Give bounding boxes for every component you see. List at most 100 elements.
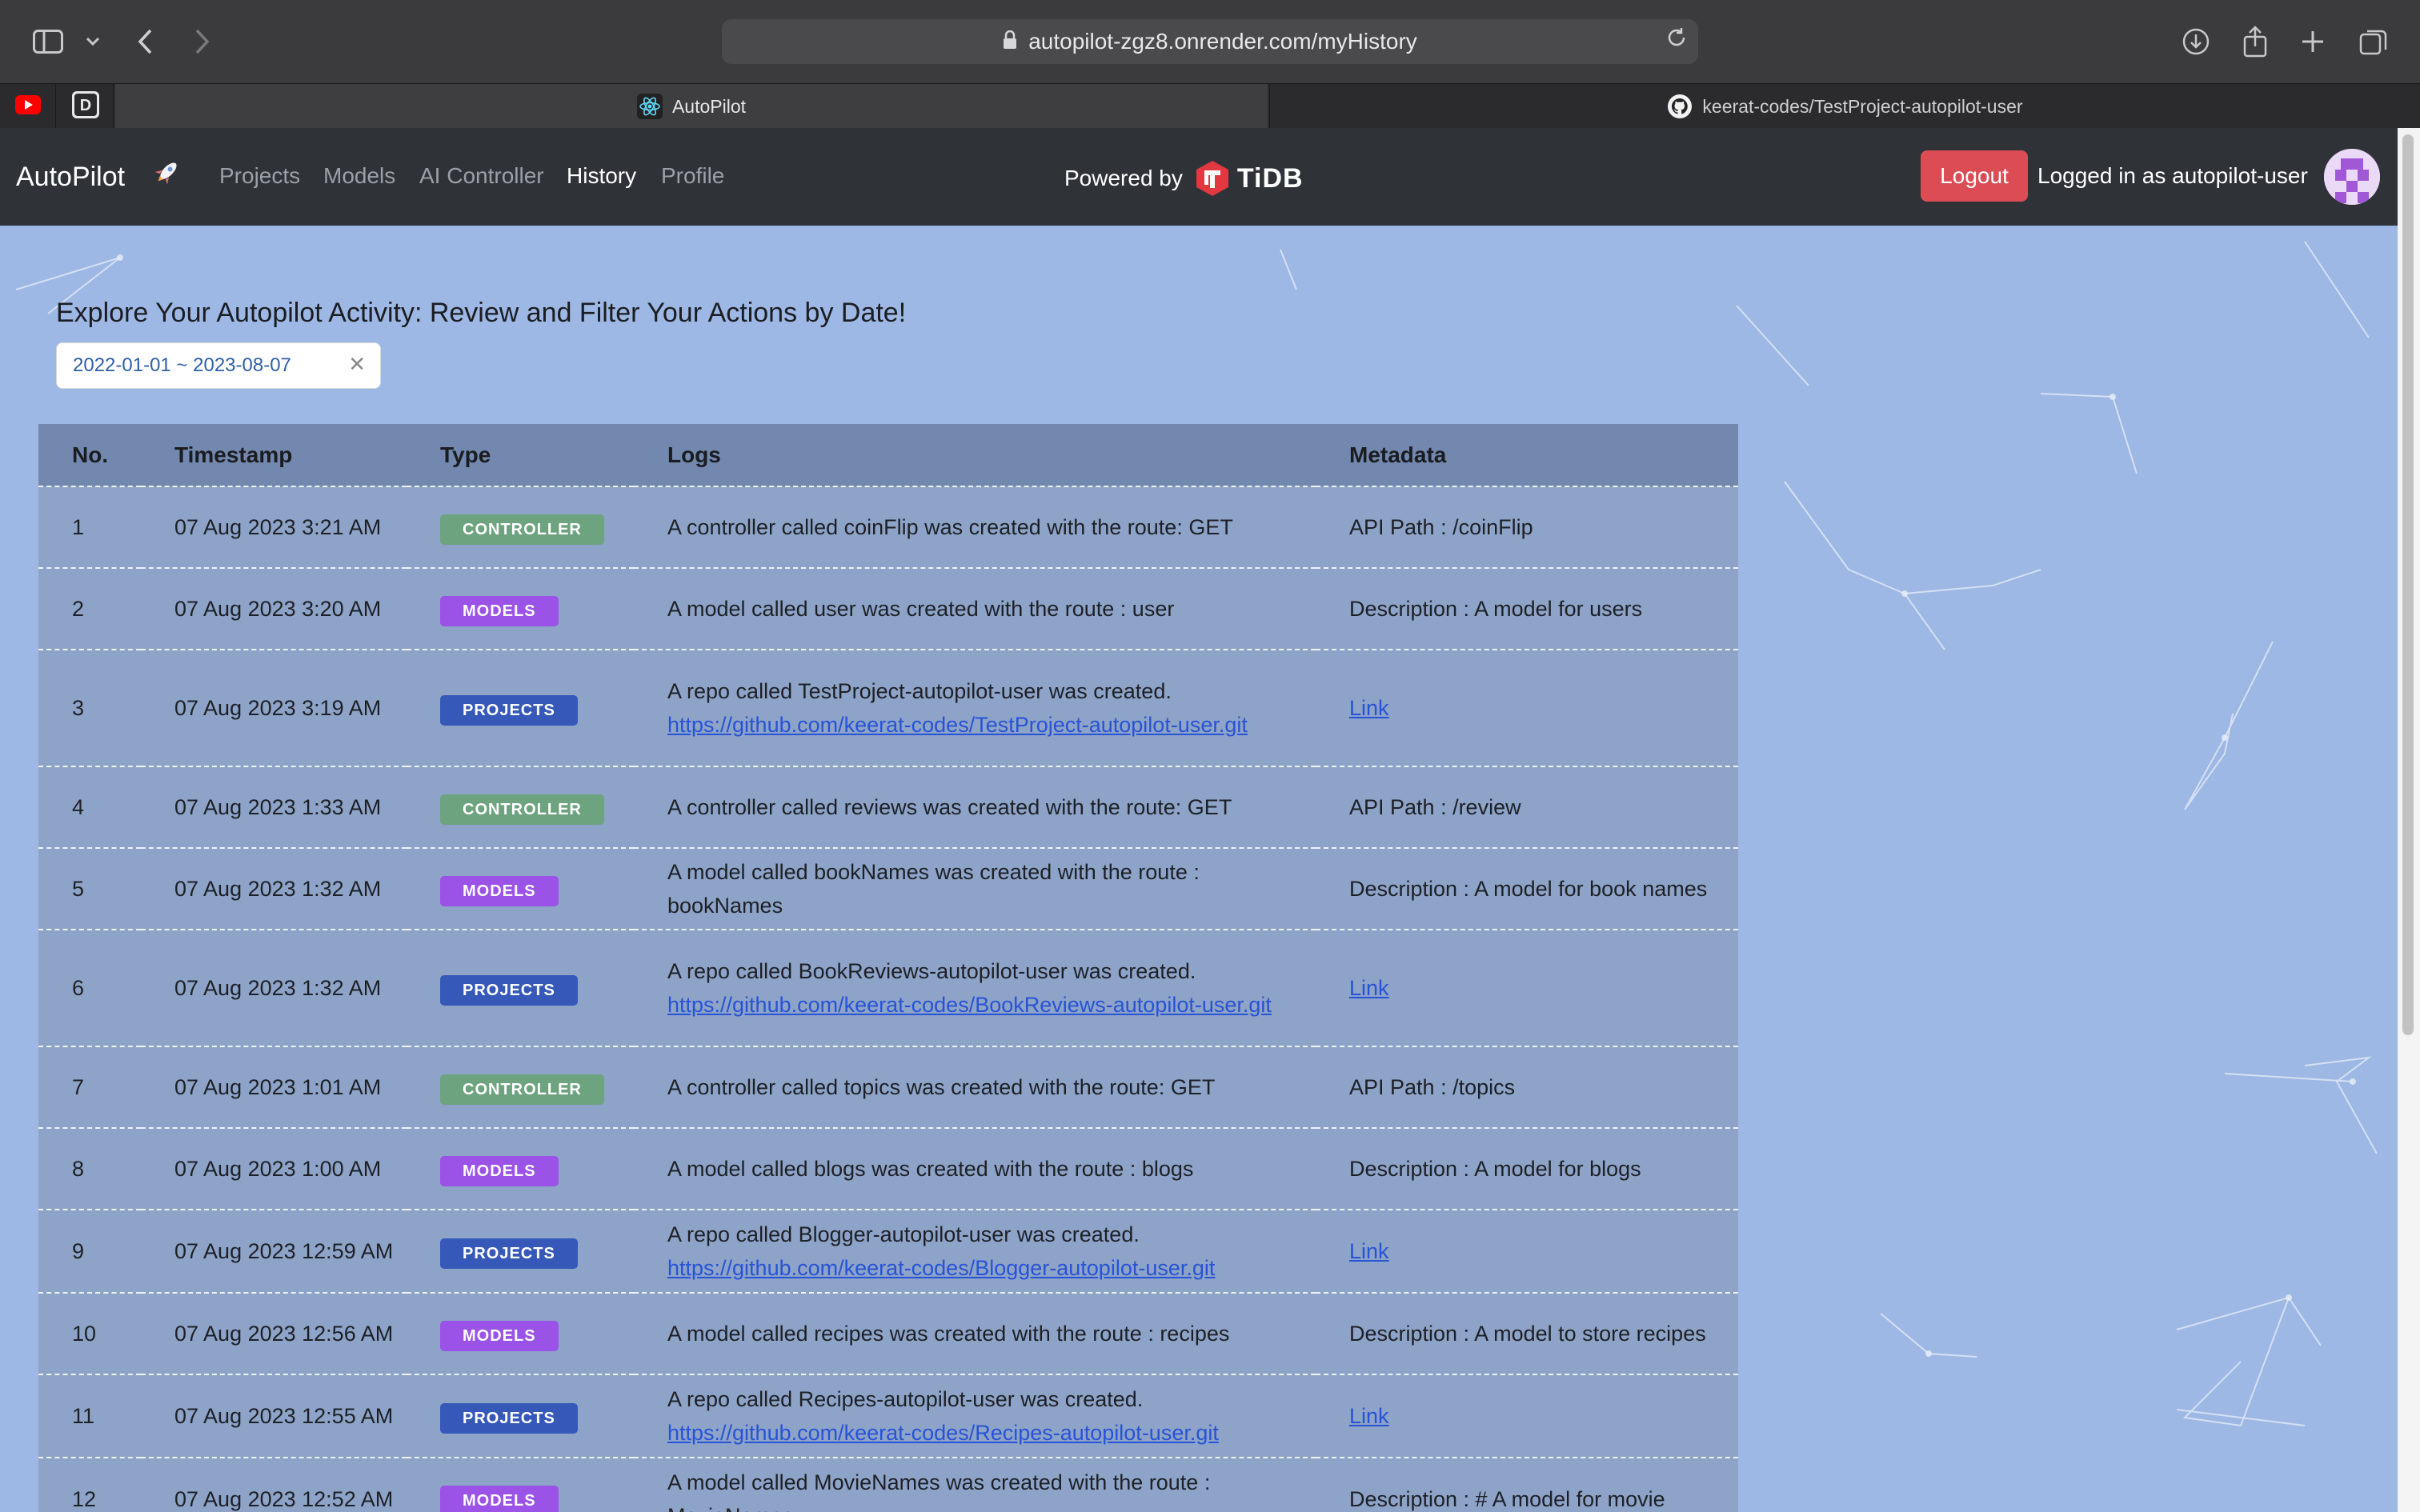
table-row: 12 07 Aug 2023 12:52 AM MODELS A model c…: [38, 1457, 1738, 1512]
tab-overview-icon[interactable]: [2354, 22, 2393, 61]
share-icon[interactable]: [2236, 22, 2274, 61]
table-row: 3 07 Aug 2023 3:19 AM PROJECTS A repo ca…: [38, 649, 1738, 766]
type-cell: MODELS: [407, 1127, 634, 1210]
browser-toolbar: autopilot-zgz8.onrender.com/myHistory: [0, 0, 2420, 83]
nav-projects[interactable]: Projects: [219, 163, 301, 188]
back-icon[interactable]: [126, 22, 165, 61]
row-number: 5: [38, 847, 141, 930]
row-timestamp: 07 Aug 2023 3:20 AM: [141, 567, 407, 650]
row-log-cell: A repo called Recipes-autopilot-user was…: [634, 1374, 1316, 1458]
row-log: A repo called TestProject-autopilot-user…: [667, 679, 1172, 703]
row-metadata: Description : A model for users: [1316, 567, 1738, 650]
row-timestamp: 07 Aug 2023 1:01 AM: [141, 1046, 407, 1128]
repo-link[interactable]: https://github.com/keerat-codes/Recipes-…: [667, 1421, 1219, 1445]
type-cell: CONTROLLER: [407, 486, 634, 568]
row-number: 11: [38, 1374, 141, 1458]
header-no: No.: [38, 424, 141, 486]
type-cell: PROJECTS: [407, 1209, 634, 1293]
table-row: 5 07 Aug 2023 1:32 AM MODELS A model cal…: [38, 847, 1738, 930]
nav-profile[interactable]: Profile: [661, 163, 725, 188]
row-metadata: Description : # A model for movie: [1316, 1457, 1738, 1512]
row-number: 4: [38, 766, 141, 848]
youtube-pinned-tab[interactable]: [0, 84, 56, 129]
repo-link[interactable]: https://github.com/keerat-codes/TestProj…: [667, 713, 1248, 737]
metadata-cell: Link: [1316, 649, 1738, 766]
type-badge: CONTROLLER: [440, 1074, 604, 1105]
tab-autopilot[interactable]: AutoPilot: [115, 84, 1268, 129]
header-timestamp: Timestamp: [141, 424, 407, 486]
tidb-logo[interactable]: TiDB: [1196, 160, 1304, 197]
type-badge: PROJECTS: [440, 1402, 578, 1434]
header-type: Type: [407, 424, 634, 486]
history-table: No. Timestamp Type Logs Metadata 1 07 Au…: [38, 424, 1738, 1512]
address-bar[interactable]: autopilot-zgz8.onrender.com/myHistory: [722, 19, 1698, 64]
type-cell: MODELS: [407, 567, 634, 650]
tidb-icon: [1196, 161, 1228, 196]
row-number: 6: [38, 929, 141, 1046]
youtube-icon: [14, 94, 41, 118]
row-timestamp: 07 Aug 2023 3:19 AM: [141, 649, 407, 766]
date-range-picker[interactable]: 2022-01-01 ~ 2023-08-07 ✕: [56, 342, 381, 389]
type-cell: MODELS: [407, 847, 634, 930]
rocket-icon: [154, 158, 178, 185]
metadata-link[interactable]: Link: [1349, 976, 1389, 1000]
type-badge: MODELS: [440, 1320, 559, 1351]
logged-in-status: Logged in as autopilot-user: [2037, 163, 2308, 188]
row-number: 12: [38, 1457, 141, 1512]
nav-models[interactable]: Models: [323, 163, 396, 188]
reload-icon[interactable]: [1665, 26, 1689, 56]
table-row: 11 07 Aug 2023 12:55 AM PROJECTS A repo …: [38, 1374, 1738, 1458]
row-timestamp: 07 Aug 2023 12:55 AM: [141, 1374, 407, 1458]
type-badge: PROJECTS: [440, 1238, 578, 1269]
chevron-down-icon[interactable]: [74, 22, 112, 61]
metadata-link[interactable]: Link: [1349, 1404, 1389, 1428]
logout-button[interactable]: Logout: [1921, 150, 2028, 202]
forward-icon[interactable]: [182, 22, 221, 61]
sidebar-icon[interactable]: [29, 22, 67, 61]
table-row: 10 07 Aug 2023 12:56 AM MODELS A model c…: [38, 1292, 1738, 1374]
avatar[interactable]: [2324, 149, 2380, 205]
download-icon[interactable]: [2177, 22, 2215, 61]
row-timestamp: 07 Aug 2023 12:52 AM: [141, 1457, 407, 1512]
nav-ai-controller[interactable]: AI Controller: [419, 163, 544, 188]
devto-icon: D: [71, 90, 99, 122]
metadata-cell: Link: [1316, 1209, 1738, 1293]
new-tab-icon[interactable]: [2294, 22, 2332, 61]
row-timestamp: 07 Aug 2023 1:32 AM: [141, 929, 407, 1046]
metadata-link[interactable]: Link: [1349, 696, 1389, 720]
row-log: A controller called reviews was created …: [634, 766, 1316, 848]
repo-link[interactable]: https://github.com/keerat-codes/Blogger-…: [667, 1256, 1216, 1280]
row-log: A controller called coinFlip was created…: [634, 486, 1316, 568]
row-timestamp: 07 Aug 2023 1:32 AM: [141, 847, 407, 930]
table-row: 9 07 Aug 2023 12:59 AM PROJECTS A repo c…: [38, 1209, 1738, 1293]
row-metadata: Description : A model for blogs: [1316, 1127, 1738, 1210]
react-icon: [636, 94, 663, 119]
header-logs: Logs: [634, 424, 1316, 486]
repo-link[interactable]: https://github.com/keerat-codes/BookRevi…: [667, 993, 1272, 1017]
close-icon[interactable]: ✕: [348, 353, 366, 377]
table-row: 4 07 Aug 2023 1:33 AM CONTROLLER A contr…: [38, 766, 1738, 848]
row-metadata: Description : A model to store recipes: [1316, 1292, 1738, 1374]
row-metadata: API Path : /topics: [1316, 1046, 1738, 1128]
powered-by: Powered by TiDB: [1064, 160, 1304, 197]
tab-github[interactable]: keerat-codes/TestProject-autopilot-user: [1269, 84, 2420, 129]
metadata-link[interactable]: Link: [1349, 1239, 1389, 1263]
brand[interactable]: AutoPilot: [16, 158, 178, 193]
row-metadata: Description : A model for book names: [1316, 847, 1738, 930]
row-number: 2: [38, 567, 141, 650]
type-badge: MODELS: [440, 595, 559, 626]
row-timestamp: 07 Aug 2023 12:56 AM: [141, 1292, 407, 1374]
row-number: 7: [38, 1046, 141, 1128]
row-number: 1: [38, 486, 141, 568]
row-log: A model called MovieNames was created wi…: [634, 1457, 1316, 1512]
row-log: A model called bookNames was created wit…: [634, 847, 1316, 930]
scrollbar-thumb[interactable]: [2402, 134, 2414, 1035]
devto-pinned-tab[interactable]: D: [58, 84, 114, 129]
lock-icon: [1003, 30, 1017, 54]
row-timestamp: 07 Aug 2023 12:59 AM: [141, 1209, 407, 1293]
type-badge: PROJECTS: [440, 694, 578, 726]
type-badge: CONTROLLER: [440, 514, 604, 545]
nav-history[interactable]: History: [567, 163, 637, 188]
row-number: 9: [38, 1209, 141, 1293]
type-cell: PROJECTS: [407, 649, 634, 766]
